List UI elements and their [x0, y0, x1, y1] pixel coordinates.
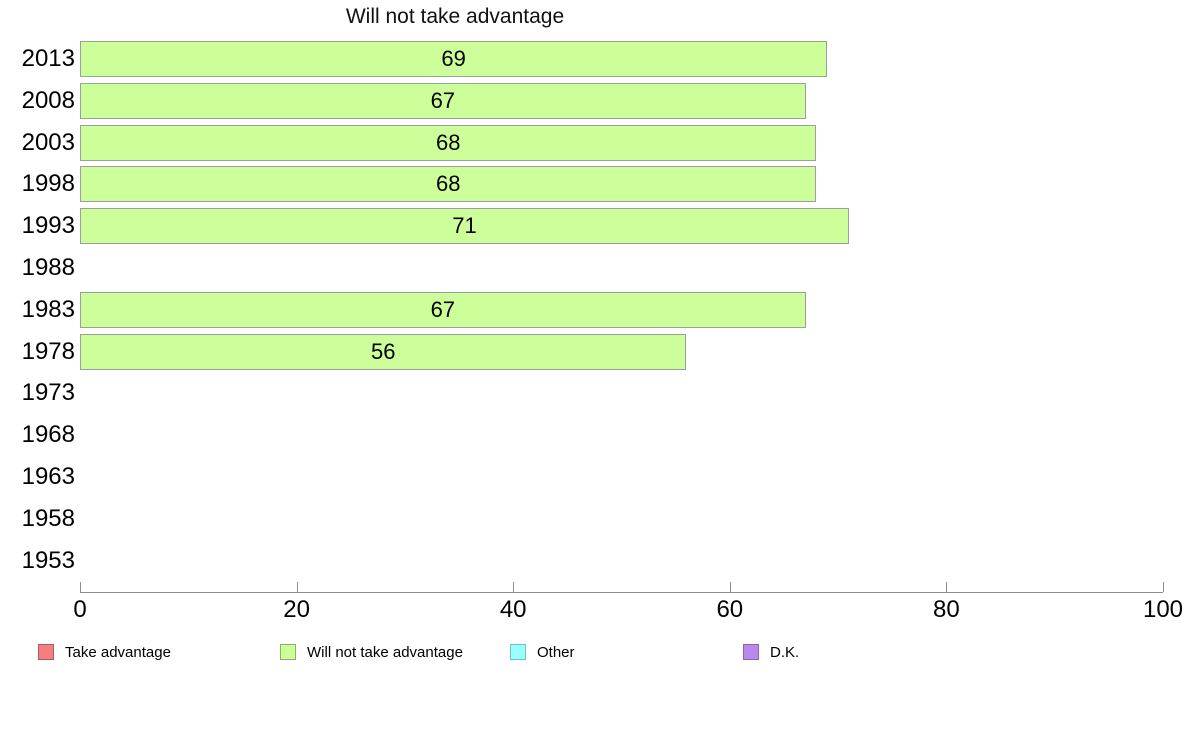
bar-value-label: 68	[435, 171, 461, 197]
bar-value-label: 67	[430, 296, 456, 322]
legend-item: Take advantage	[38, 643, 171, 661]
bar-value-label: 71	[452, 213, 477, 239]
y-axis-label: 1983	[21, 295, 75, 323]
bar-value-label: 69	[441, 46, 466, 71]
legend-swatch-icon	[280, 644, 296, 660]
y-axis-label: 1953	[21, 546, 75, 574]
y-axis-label: 1978	[21, 337, 75, 365]
bar-1998: 68	[80, 166, 817, 203]
y-axis-label: 1998	[21, 170, 75, 198]
y-axis-label: 1973	[21, 379, 75, 407]
x-axis-tick-label: 20	[283, 596, 310, 623]
x-axis-tick-label: 100	[1142, 596, 1184, 623]
legend-swatch-icon	[510, 644, 526, 660]
x-axis-tick-label: 0	[73, 596, 87, 623]
x-axis-tick	[80, 582, 81, 592]
x-axis-tick	[729, 582, 731, 592]
legend-swatch-icon	[743, 644, 759, 660]
legend-label: Take advantage	[65, 643, 171, 661]
legend-item: Will not take advantage	[280, 643, 463, 661]
bar-2013: 69	[80, 41, 828, 77]
legend-item: D.K.	[743, 643, 799, 661]
bar-value-label: 67	[430, 87, 456, 113]
x-axis-tick	[1163, 582, 1164, 592]
y-axis-label: 1963	[21, 463, 75, 490]
bar-1978: 56	[80, 333, 687, 370]
legend-swatch-icon	[38, 644, 54, 660]
x-axis-tick	[946, 582, 948, 592]
bar-value-label: 68	[435, 129, 461, 155]
y-axis-label: 1993	[21, 212, 75, 240]
x-axis-tick-label: 40	[499, 596, 527, 623]
bar-value-label: 56	[370, 338, 396, 364]
x-axis-tick	[513, 582, 515, 592]
y-axis-label: 1968	[21, 421, 75, 449]
x-axis-tick	[296, 582, 298, 592]
bar-2008: 67	[80, 82, 806, 119]
x-axis-tick-label: 80	[933, 596, 960, 623]
y-axis-label: 1958	[21, 504, 75, 532]
legend-label: D.K.	[770, 643, 800, 661]
legend-label: Other	[537, 643, 575, 661]
legend-item: Other	[510, 643, 575, 661]
bar-1983: 67	[80, 291, 806, 328]
x-axis-tick-label: 60	[716, 596, 744, 623]
y-axis-label: 2013	[21, 45, 75, 72]
y-axis-label: 2003	[21, 128, 75, 156]
x-axis-line	[80, 592, 1163, 593]
y-axis-label: 1988	[21, 254, 75, 281]
legend-label: Will not take advantage	[307, 643, 463, 661]
bar-2003: 68	[80, 124, 817, 161]
y-axis-label: 2008	[21, 86, 75, 114]
chart-title: Will not take advantage	[345, 5, 565, 28]
bar-1993: 71	[80, 208, 849, 245]
